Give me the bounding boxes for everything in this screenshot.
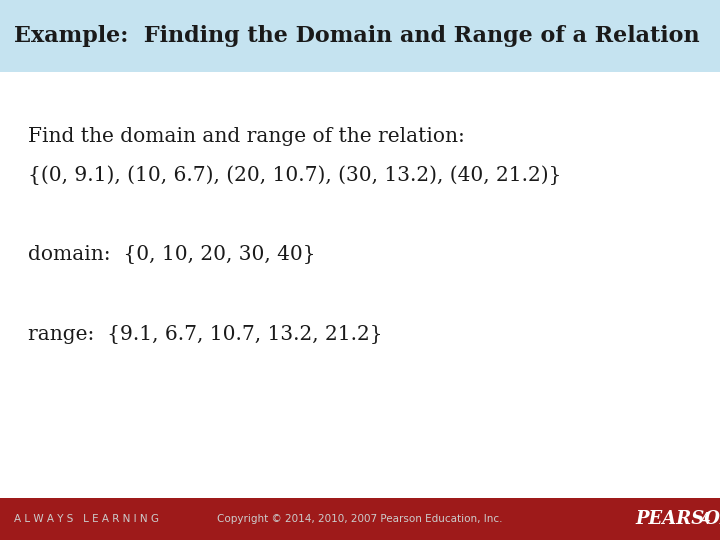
Text: A L W A Y S   L E A R N I N G: A L W A Y S L E A R N I N G bbox=[14, 514, 159, 524]
Text: range:  {9.1, 6.7, 10.7, 13.2, 21.2}: range: {9.1, 6.7, 10.7, 13.2, 21.2} bbox=[28, 325, 382, 344]
Text: Find the domain and range of the relation:: Find the domain and range of the relatio… bbox=[28, 127, 465, 146]
Text: domain:  {0, 10, 20, 30, 40}: domain: {0, 10, 20, 30, 40} bbox=[28, 245, 315, 264]
Text: 4: 4 bbox=[701, 511, 710, 526]
Bar bbox=[0, 498, 720, 540]
Text: {(0, 9.1), (10, 6.7), (20, 10.7), (30, 13.2), (40, 21.2)}: {(0, 9.1), (10, 6.7), (20, 10.7), (30, 1… bbox=[28, 165, 562, 185]
Text: PEARSON: PEARSON bbox=[635, 510, 720, 528]
Text: Example:  Finding the Domain and Range of a Relation: Example: Finding the Domain and Range of… bbox=[14, 25, 700, 47]
Bar bbox=[0, 0, 720, 72]
Text: Copyright © 2014, 2010, 2007 Pearson Education, Inc.: Copyright © 2014, 2010, 2007 Pearson Edu… bbox=[217, 514, 503, 524]
